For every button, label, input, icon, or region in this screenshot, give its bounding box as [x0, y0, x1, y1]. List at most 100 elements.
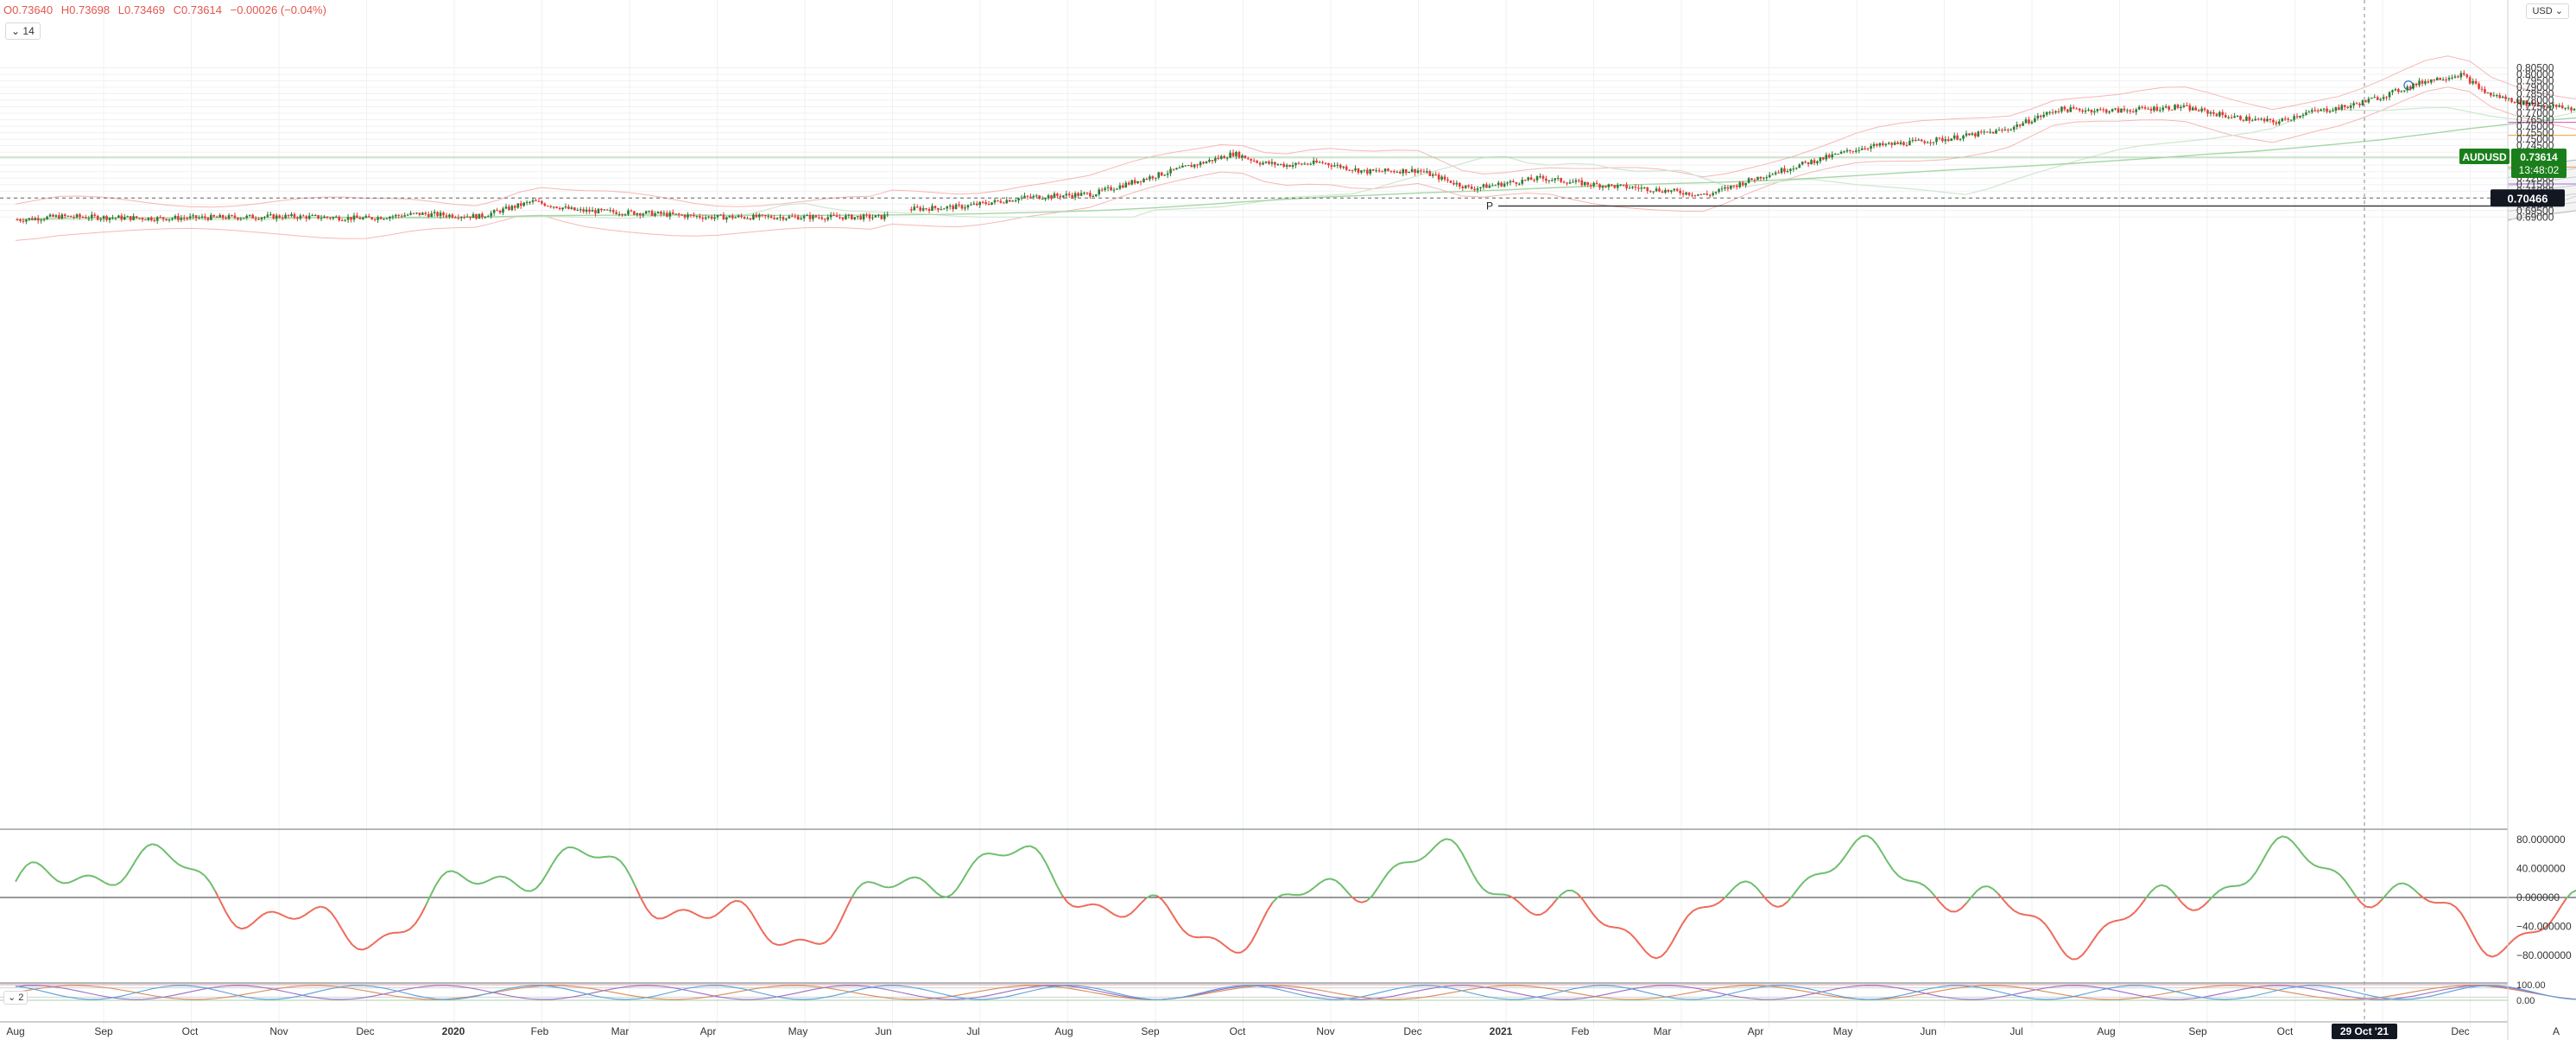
- candle-body: [2334, 107, 2338, 111]
- oscillator-segment: [2187, 907, 2193, 911]
- candle-body: [2227, 117, 2230, 118]
- candle-body: [1449, 180, 1453, 183]
- oscillator-segment: [1319, 878, 1326, 885]
- candle-body: [687, 214, 689, 218]
- oscillator-segment: [619, 860, 627, 869]
- candle-body: [469, 216, 472, 219]
- candle-body: [323, 216, 326, 219]
- oscillator-segment: [688, 910, 695, 914]
- candle-body: [1950, 138, 1953, 142]
- candle-body: [52, 214, 54, 217]
- oscillator-tick-label: −40.000000: [2516, 921, 2572, 933]
- candle-body: [364, 216, 368, 218]
- oscillator-segment: [1330, 878, 1336, 882]
- price-tick-label: 0.78500: [2516, 88, 2554, 100]
- candle-body: [2573, 109, 2576, 111]
- candle-body: [2427, 81, 2430, 83]
- oscillator-segment: [2355, 895, 2362, 904]
- candle-body: [725, 217, 728, 220]
- candle-body: [1595, 182, 1598, 185]
- candle-body: [2221, 111, 2225, 116]
- candle-body: [2457, 76, 2459, 78]
- oscillator-segment: [714, 910, 721, 917]
- oscillator-segment: [1771, 904, 1778, 908]
- candle-body: [96, 215, 99, 220]
- candle-body: [1562, 181, 1566, 183]
- candle-body: [1169, 168, 1172, 174]
- candle-body: [2463, 73, 2465, 75]
- candle-body: [34, 218, 37, 220]
- oscillator-segment: [1104, 907, 1111, 912]
- candle-body: [2093, 111, 2096, 113]
- candle-body: [2320, 109, 2322, 111]
- oscillator-segment: [183, 866, 190, 870]
- currency-select[interactable]: USD ⌄: [2526, 3, 2569, 19]
- indicator-bands: [15, 55, 2576, 241]
- candle-body: [2069, 107, 2073, 112]
- oscillator-segment: [57, 879, 64, 885]
- oscillator-segment: [862, 880, 868, 885]
- candle-body: [710, 216, 713, 219]
- candle-body: [42, 219, 46, 220]
- oscillator-segment: [830, 929, 837, 939]
- candle-body: [2066, 109, 2069, 112]
- candle-body: [1396, 171, 1399, 173]
- oscillator-segment: [1250, 931, 1258, 942]
- candle-body: [1029, 196, 1032, 198]
- oscillator-segment: [1877, 844, 1883, 854]
- oscillator-segment: [2350, 888, 2357, 897]
- candle-body: [1759, 176, 1763, 179]
- candle-body: [108, 218, 111, 220]
- oscillator-segment: [1187, 934, 1194, 938]
- candle-body: [1375, 170, 1377, 172]
- candle-body: [1589, 185, 1592, 187]
- collapse-indicators-button[interactable]: ⌄ 14: [5, 22, 41, 40]
- candle-body: [814, 215, 818, 218]
- oscillator-segment: [2202, 900, 2210, 907]
- oscillator-segment: [1414, 859, 1421, 863]
- oscillator-segment: [2381, 892, 2389, 900]
- oscillator-segment: [2513, 935, 2520, 941]
- candle-body: [978, 201, 982, 206]
- candle-body: [1878, 143, 1882, 146]
- candle-body: [317, 215, 320, 219]
- oscillator-segment: [1592, 913, 1599, 922]
- candle-body: [883, 214, 886, 219]
- candle-body: [543, 203, 547, 206]
- oscillator-segment: [1230, 948, 1237, 954]
- oscillator-segment: [898, 879, 905, 885]
- candle-body: [1893, 142, 1896, 145]
- price-tick-label: 0.69500: [2516, 205, 2554, 217]
- oscillator-segment: [236, 925, 243, 930]
- candle-body: [192, 215, 194, 217]
- candle-body: [2203, 108, 2206, 111]
- candle-body: [344, 219, 346, 221]
- oscillator-segment: [546, 864, 554, 875]
- candle-body: [1991, 131, 1995, 134]
- candle-body: [1106, 187, 1110, 188]
- candle-body: [2465, 74, 2469, 78]
- candle-body: [1642, 187, 1646, 188]
- oscillator-segment: [1681, 915, 1689, 924]
- oscillator-segment: [1808, 873, 1815, 878]
- oscillator-segment: [598, 856, 605, 859]
- candle-body: [779, 217, 782, 219]
- oscillator-segment: [1450, 839, 1458, 846]
- pane-toggle-button[interactable]: ⌄ 2: [3, 991, 28, 1005]
- candle-body: [1959, 138, 1962, 140]
- oscillator-segment: [1325, 878, 1331, 881]
- oscillator-segment: [1339, 884, 1347, 891]
- candle-body: [334, 216, 338, 218]
- candle-body: [1699, 193, 1703, 195]
- candle-body: [159, 217, 161, 219]
- time-tick-label: Sep: [1141, 1025, 1160, 1037]
- price-tick-label: 0.71500: [2516, 179, 2554, 191]
- candle-body: [377, 217, 379, 220]
- oscillator-segment: [2418, 893, 2425, 899]
- candle-body: [845, 215, 847, 219]
- candle-body: [1217, 157, 1220, 159]
- candle-body: [2531, 102, 2534, 105]
- candle-body: [1214, 157, 1217, 162]
